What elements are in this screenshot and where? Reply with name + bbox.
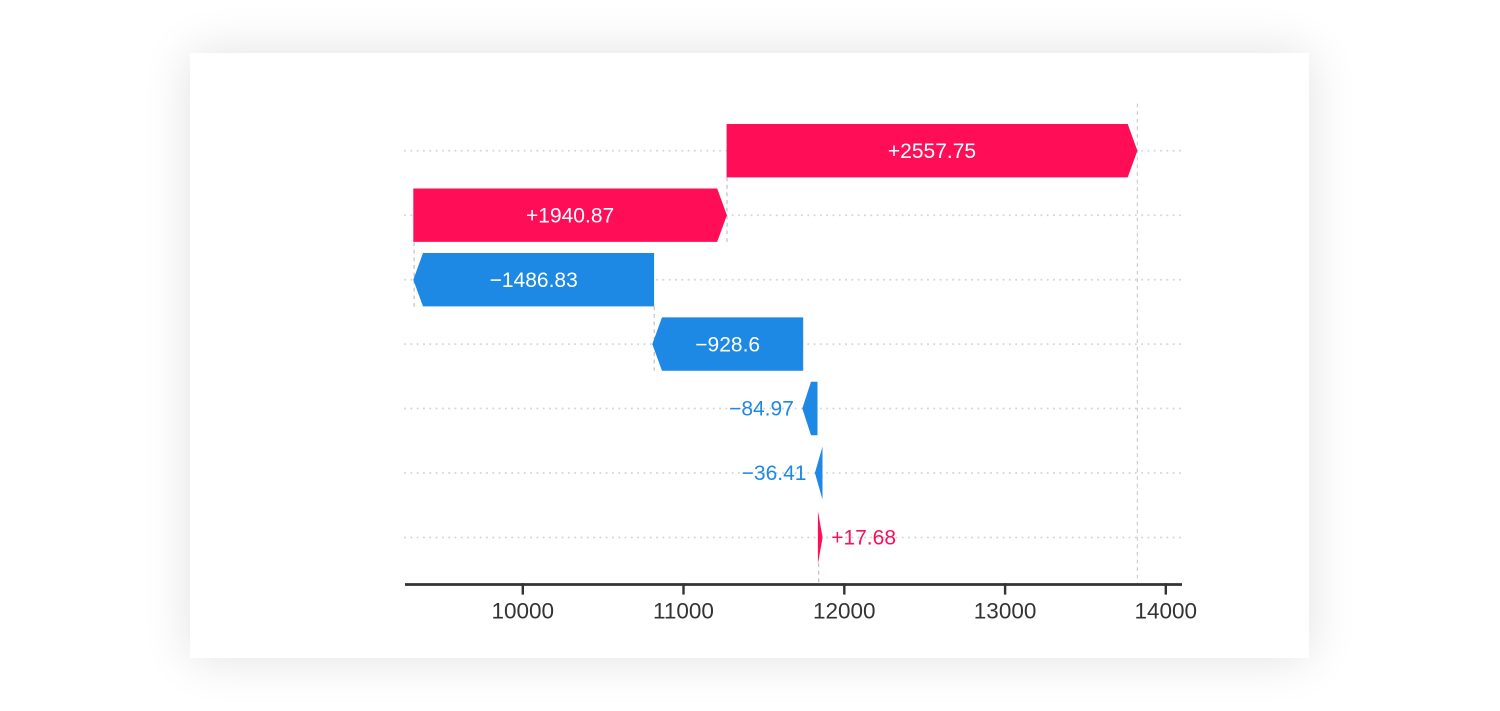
svg-text:+1940.87: +1940.87 xyxy=(526,204,614,227)
svg-text:−1486.83: −1486.83 xyxy=(490,269,578,292)
svg-text:−36.41: −36.41 xyxy=(742,462,807,485)
svg-text:12000: 12000 xyxy=(813,598,876,623)
svg-text:−928.6: −928.6 xyxy=(695,333,760,356)
svg-text:−84.97: −84.97 xyxy=(729,398,794,421)
svg-text:+17.68: +17.68 xyxy=(831,527,896,550)
svg-text:14000: 14000 xyxy=(1135,598,1198,623)
svg-text:11000: 11000 xyxy=(653,598,714,623)
svg-text:13000: 13000 xyxy=(974,598,1037,623)
svg-text:10000: 10000 xyxy=(492,598,555,623)
svg-text:+2557.75: +2557.75 xyxy=(888,140,976,163)
